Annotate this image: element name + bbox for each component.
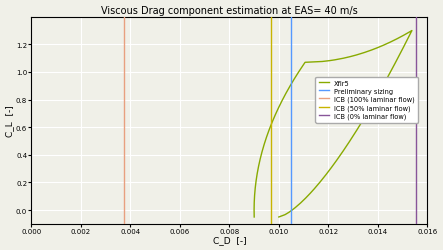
Title: Viscous Drag component estimation at EAS= 40 m/s: Viscous Drag component estimation at EAS… <box>101 6 358 16</box>
ICB (100% laminar flow) <box>121 209 127 212</box>
Xflr5 <box>402 34 408 37</box>
Y-axis label: C_L  [-]: C_L [-] <box>6 105 15 137</box>
Xflr5 <box>252 205 257 208</box>
X-axis label: C_D  [-]: C_D [-] <box>213 236 246 244</box>
Xflr5 <box>337 58 342 61</box>
ICB (50% laminar flow) <box>269 71 274 74</box>
ICB (50% laminar flow) <box>269 209 274 212</box>
ICB (100% laminar flow) <box>121 71 127 74</box>
Xflr5 <box>409 30 415 33</box>
Xflr5 <box>254 173 260 176</box>
Preliminary sizing <box>288 71 294 74</box>
Preliminary sizing <box>288 209 294 212</box>
Line: Xflr5: Xflr5 <box>254 32 412 217</box>
Xflr5 <box>276 216 281 218</box>
Xflr5 <box>252 216 257 218</box>
ICB (0% laminar flow) <box>413 71 419 74</box>
Xflr5 <box>262 141 268 144</box>
Xflr5 <box>270 120 275 124</box>
ICB (0% laminar flow) <box>413 209 419 212</box>
Legend: Xflr5, Preliminary sizing, ICB (100% laminar flow), ICB (50% laminar flow), ICB : Xflr5, Preliminary sizing, ICB (100% lam… <box>315 77 418 123</box>
